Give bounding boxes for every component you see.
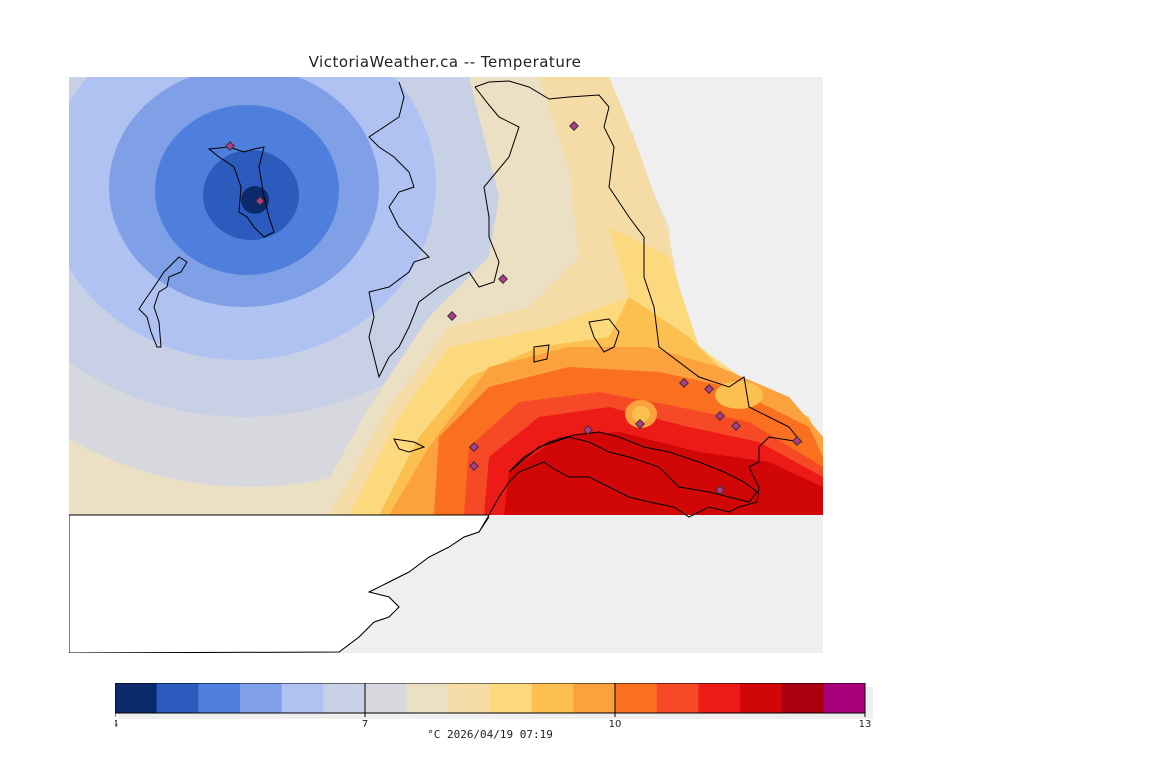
legend-tick-label: 4	[115, 719, 118, 730]
map-title: VictoriaWeather.ca -- Temperature	[308, 53, 582, 71]
field-northeast-yellow	[715, 381, 763, 409]
island-west	[138, 256, 188, 348]
station-marker[interactable]	[792, 436, 802, 446]
legend-swatch	[115, 683, 158, 713]
station-marker[interactable]	[447, 311, 457, 321]
legend-caption: °C 2026/04/19 07:19	[427, 728, 553, 741]
southern-land-fill	[69, 514, 490, 653]
station-marker[interactable]	[498, 274, 508, 284]
legend-swatch	[823, 683, 866, 713]
legend-swatch	[281, 683, 324, 713]
coastline-inlet	[368, 81, 520, 379]
legend-swatch	[781, 683, 824, 713]
legend-tick-label: 7	[362, 719, 368, 730]
island-lake-north	[207, 146, 275, 238]
station-marker[interactable]	[225, 141, 235, 151]
legend-swatches	[115, 683, 866, 714]
station-marker[interactable]	[704, 384, 714, 394]
legend-swatch	[323, 683, 366, 713]
legend-swatch	[198, 683, 241, 713]
legend-swatch	[740, 683, 783, 713]
station-marker[interactable]	[635, 419, 645, 429]
field-warm-pocket-inner	[632, 406, 650, 422]
legend-swatch	[406, 683, 449, 713]
island-central-right	[588, 318, 620, 353]
legend-tick-label: 10	[609, 719, 622, 730]
legend-swatch	[365, 683, 408, 713]
station-marker[interactable]	[469, 461, 479, 471]
station-marker[interactable]	[679, 378, 689, 388]
legend-swatch	[531, 683, 574, 713]
station-marker[interactable]	[569, 121, 579, 131]
coastline-east-shore	[474, 80, 803, 518]
temperature-map[interactable]	[69, 77, 823, 653]
legend-swatch	[698, 683, 741, 713]
station-marker[interactable]	[469, 442, 479, 452]
legend-swatch	[448, 683, 491, 713]
station-marker[interactable]	[731, 421, 741, 431]
station-marker[interactable]	[255, 196, 265, 206]
legend-swatch	[615, 683, 658, 713]
station-marker[interactable]	[715, 411, 725, 421]
legend-swatch	[156, 683, 199, 713]
legend-swatch	[573, 683, 616, 713]
land-warm-core	[508, 431, 758, 503]
legend-swatch	[490, 683, 533, 713]
legend-swatch	[656, 683, 699, 713]
legend-swatch	[240, 683, 283, 713]
station-marker[interactable]	[715, 485, 725, 495]
station-marker[interactable]	[583, 425, 593, 435]
legend-tick-label: 13	[859, 719, 872, 730]
island-central-left	[533, 344, 550, 363]
legend-ticks: 4 7 10 13	[115, 683, 871, 730]
field-core-navy	[241, 186, 269, 214]
temperature-legend: 4 7 10 13	[115, 683, 873, 730]
island-south-left	[393, 438, 426, 453]
